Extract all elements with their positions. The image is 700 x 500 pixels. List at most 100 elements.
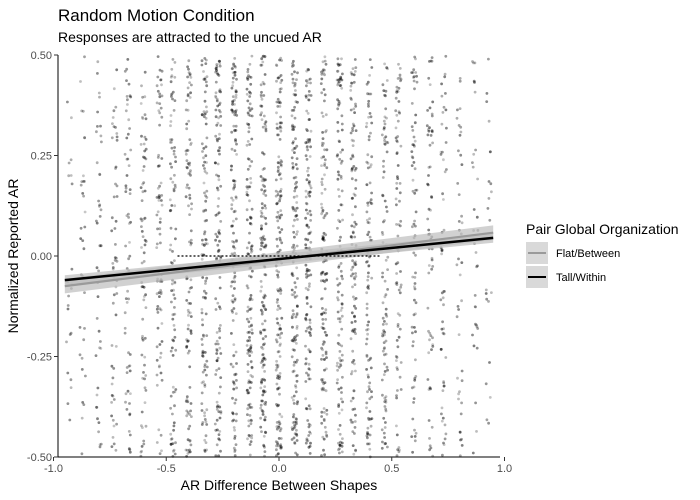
scatter-point <box>368 410 372 413</box>
scatter-point <box>384 400 388 404</box>
scatter-point <box>368 74 371 77</box>
scatter-point <box>248 164 252 168</box>
scatter-point <box>245 178 249 181</box>
scatter-point <box>323 68 326 72</box>
scatter-point <box>366 373 370 377</box>
scatter-point <box>233 454 237 457</box>
scatter-point <box>234 350 238 354</box>
scatter-point <box>304 154 308 158</box>
scatter-point <box>485 297 489 301</box>
scatter-point <box>321 380 325 384</box>
scatter-point <box>230 309 234 312</box>
scatter-point <box>214 134 218 138</box>
scatter-point <box>349 157 353 161</box>
scatter-point <box>458 107 462 110</box>
scatter-point <box>247 434 251 437</box>
scatter-point <box>384 395 388 398</box>
scatter-point <box>395 203 398 207</box>
scatter-point <box>141 95 145 99</box>
scatter-point <box>430 348 433 351</box>
scatter-point <box>216 186 219 190</box>
scatter-point <box>263 342 266 346</box>
scatter-point <box>276 333 280 337</box>
scatter-point <box>215 359 219 362</box>
scatter-point <box>340 441 344 445</box>
scatter-point <box>231 95 235 98</box>
scatter-point <box>321 435 325 439</box>
scatter-point <box>338 101 342 105</box>
scatter-point <box>280 213 283 217</box>
scatter-point <box>234 124 238 128</box>
scatter-point <box>231 294 235 297</box>
scatter-point <box>115 422 118 426</box>
scatter-point <box>128 94 132 98</box>
scatter-point <box>112 125 116 128</box>
scatter-point <box>203 77 207 81</box>
scatter-point <box>260 224 263 228</box>
scatter-point <box>413 55 417 59</box>
scatter-point <box>337 411 341 415</box>
scatter-point <box>414 57 417 61</box>
scatter-point <box>381 83 385 87</box>
scatter-point <box>413 298 416 302</box>
scatter-point <box>279 289 283 292</box>
scatter-point <box>205 359 209 363</box>
scatter-point <box>259 95 263 98</box>
scatter-point <box>369 115 373 119</box>
scatter-point <box>279 443 283 447</box>
scatter-point <box>157 199 161 202</box>
scatter-point <box>124 400 127 404</box>
scatter-point <box>248 158 251 161</box>
scatter-point <box>366 432 370 436</box>
scatter-point <box>296 277 299 280</box>
scatter-point <box>308 155 312 158</box>
scatter-point <box>350 370 354 373</box>
scatter-point <box>322 68 325 72</box>
scatter-point <box>351 396 355 400</box>
scatter-point <box>215 359 219 363</box>
scatter-point <box>295 434 299 437</box>
scatter-point <box>369 92 373 96</box>
scatter-point <box>170 67 174 71</box>
scatter-point <box>396 261 400 265</box>
scatter-point <box>485 92 489 95</box>
scatter-point <box>294 137 297 141</box>
scatter-point <box>142 142 146 146</box>
scatter-point <box>173 204 177 208</box>
scatter-point <box>367 418 371 421</box>
scatter-point <box>173 280 177 284</box>
scatter-point <box>291 348 295 351</box>
scatter-point <box>250 324 253 328</box>
scatter-point <box>171 261 174 265</box>
scatter-point <box>261 353 264 357</box>
scatter-point <box>380 133 384 137</box>
scatter-point <box>384 407 388 411</box>
scatter-point <box>259 236 263 240</box>
scatter-point <box>248 386 252 390</box>
scatter-point <box>144 374 148 377</box>
scatter-point <box>264 431 268 434</box>
scatter-point <box>341 375 344 379</box>
scatter-point <box>325 278 328 282</box>
scatter-point <box>263 319 267 323</box>
scatter-point <box>441 296 445 300</box>
scatter-point <box>98 443 102 447</box>
scatter-point <box>219 124 223 127</box>
scatter-point <box>169 138 172 142</box>
scatter-point <box>431 336 434 340</box>
scatter-point <box>349 274 353 278</box>
scatter-point <box>248 308 251 311</box>
scatter-point <box>80 416 84 420</box>
scatter-point <box>395 424 398 428</box>
scatter-point <box>473 81 476 84</box>
scatter-point <box>203 232 206 236</box>
scatter-point <box>277 101 281 104</box>
scatter-point <box>354 167 358 170</box>
scatter-point <box>367 385 371 389</box>
scatter-point <box>381 233 385 236</box>
scatter-point <box>259 280 263 283</box>
scatter-point <box>249 296 253 300</box>
scatter-point <box>98 95 101 99</box>
scatter-point <box>276 298 279 301</box>
scatter-point <box>277 386 281 390</box>
